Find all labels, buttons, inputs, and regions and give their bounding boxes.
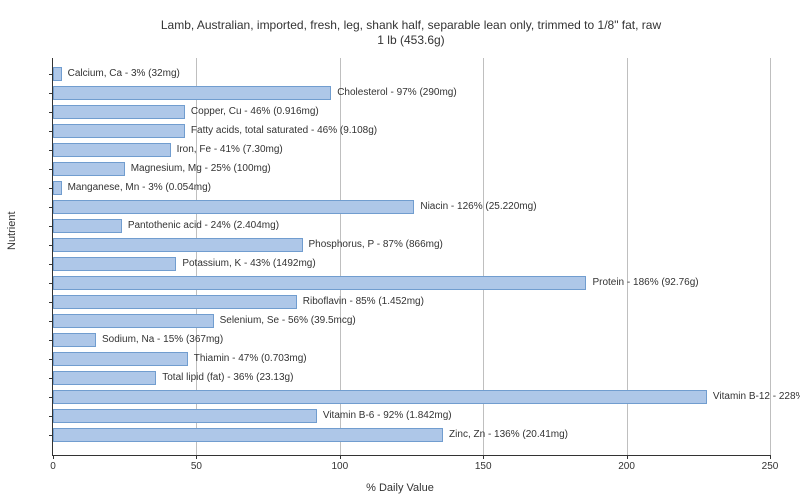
bar-row: Zinc, Zn - 136% (20.41mg)	[53, 427, 770, 443]
bar-row: Magnesium, Mg - 25% (100mg)	[53, 161, 770, 177]
bar-label: Pantothenic acid - 24% (2.404mg)	[124, 218, 279, 234]
x-tick: 200	[607, 455, 647, 472]
bar-label: Copper, Cu - 46% (0.916mg)	[187, 104, 319, 120]
bar-row: Sodium, Na - 15% (367mg)	[53, 332, 770, 348]
bar-row: Copper, Cu - 46% (0.916mg)	[53, 104, 770, 120]
title-line-1: Lamb, Australian, imported, fresh, leg, …	[161, 18, 661, 32]
bar-label: Selenium, Se - 56% (39.5mcg)	[216, 313, 356, 329]
bar-row: Calcium, Ca - 3% (32mg)	[53, 66, 770, 82]
bar-row: Protein - 186% (92.76g)	[53, 275, 770, 291]
bar-row: Manganese, Mn - 3% (0.054mg)	[53, 180, 770, 196]
bar-row: Fatty acids, total saturated - 46% (9.10…	[53, 123, 770, 139]
bar-label: Protein - 186% (92.76g)	[588, 275, 698, 291]
x-tick: 0	[33, 455, 73, 472]
x-tick: 250	[750, 455, 790, 472]
bar	[53, 162, 125, 176]
bar-label: Thiamin - 47% (0.703mg)	[190, 351, 307, 367]
bar-label: Phosphorus, P - 87% (866mg)	[305, 237, 443, 253]
bar-label: Calcium, Ca - 3% (32mg)	[64, 66, 180, 82]
bar-row: Selenium, Se - 56% (39.5mcg)	[53, 313, 770, 329]
bar-row: Pantothenic acid - 24% (2.404mg)	[53, 218, 770, 234]
bar	[53, 257, 176, 271]
bar	[53, 238, 303, 252]
bar	[53, 124, 185, 138]
bar	[53, 428, 443, 442]
chart-title: Lamb, Australian, imported, fresh, leg, …	[52, 18, 770, 48]
bar-label: Magnesium, Mg - 25% (100mg)	[127, 161, 271, 177]
plot-area: 050100150200250Calcium, Ca - 3% (32mg)Ch…	[52, 58, 770, 456]
title-line-2: 1 lb (453.6g)	[377, 33, 444, 47]
bar	[53, 67, 62, 81]
bar	[53, 219, 122, 233]
bar	[53, 409, 317, 423]
bar-row: Iron, Fe - 41% (7.30mg)	[53, 142, 770, 158]
bar	[53, 181, 62, 195]
bar	[53, 371, 156, 385]
y-axis-label: Nutrient	[6, 211, 18, 250]
x-tick: 100	[320, 455, 360, 472]
bar	[53, 200, 414, 214]
bar-row: Total lipid (fat) - 36% (23.13g)	[53, 370, 770, 386]
bar-row: Cholesterol - 97% (290mg)	[53, 85, 770, 101]
bar	[53, 276, 586, 290]
bar	[53, 314, 214, 328]
bar-label: Cholesterol - 97% (290mg)	[333, 85, 457, 101]
bar-label: Manganese, Mn - 3% (0.054mg)	[64, 180, 211, 196]
bar-row: Riboflavin - 85% (1.452mg)	[53, 294, 770, 310]
bar-row: Potassium, K - 43% (1492mg)	[53, 256, 770, 272]
bar-label: Fatty acids, total saturated - 46% (9.10…	[187, 123, 377, 139]
bar-label: Vitamin B-6 - 92% (1.842mg)	[319, 408, 452, 424]
bar	[53, 86, 331, 100]
bar-label: Potassium, K - 43% (1492mg)	[178, 256, 315, 272]
bar-row: Niacin - 126% (25.220mg)	[53, 199, 770, 215]
nutrient-chart: Lamb, Australian, imported, fresh, leg, …	[0, 0, 800, 500]
bar	[53, 105, 185, 119]
bar-row: Thiamin - 47% (0.703mg)	[53, 351, 770, 367]
bar-label: Iron, Fe - 41% (7.30mg)	[173, 142, 283, 158]
bar	[53, 352, 188, 366]
bar-label: Niacin - 126% (25.220mg)	[416, 199, 536, 215]
x-axis-label: % Daily Value	[0, 482, 800, 494]
bar	[53, 295, 297, 309]
bar-label: Riboflavin - 85% (1.452mg)	[299, 294, 424, 310]
bar-row: Vitamin B-6 - 92% (1.842mg)	[53, 408, 770, 424]
bar-label: Sodium, Na - 15% (367mg)	[98, 332, 223, 348]
x-tick: 150	[463, 455, 503, 472]
bar-row: Phosphorus, P - 87% (866mg)	[53, 237, 770, 253]
bar-label: Zinc, Zn - 136% (20.41mg)	[445, 427, 568, 443]
bar-label: Vitamin B-12 - 228% (13.65mcg)	[709, 389, 800, 405]
bar	[53, 143, 171, 157]
x-tick: 50	[176, 455, 216, 472]
bar	[53, 390, 707, 404]
bar-row: Vitamin B-12 - 228% (13.65mcg)	[53, 389, 770, 405]
bar-label: Total lipid (fat) - 36% (23.13g)	[158, 370, 293, 386]
bar	[53, 333, 96, 347]
